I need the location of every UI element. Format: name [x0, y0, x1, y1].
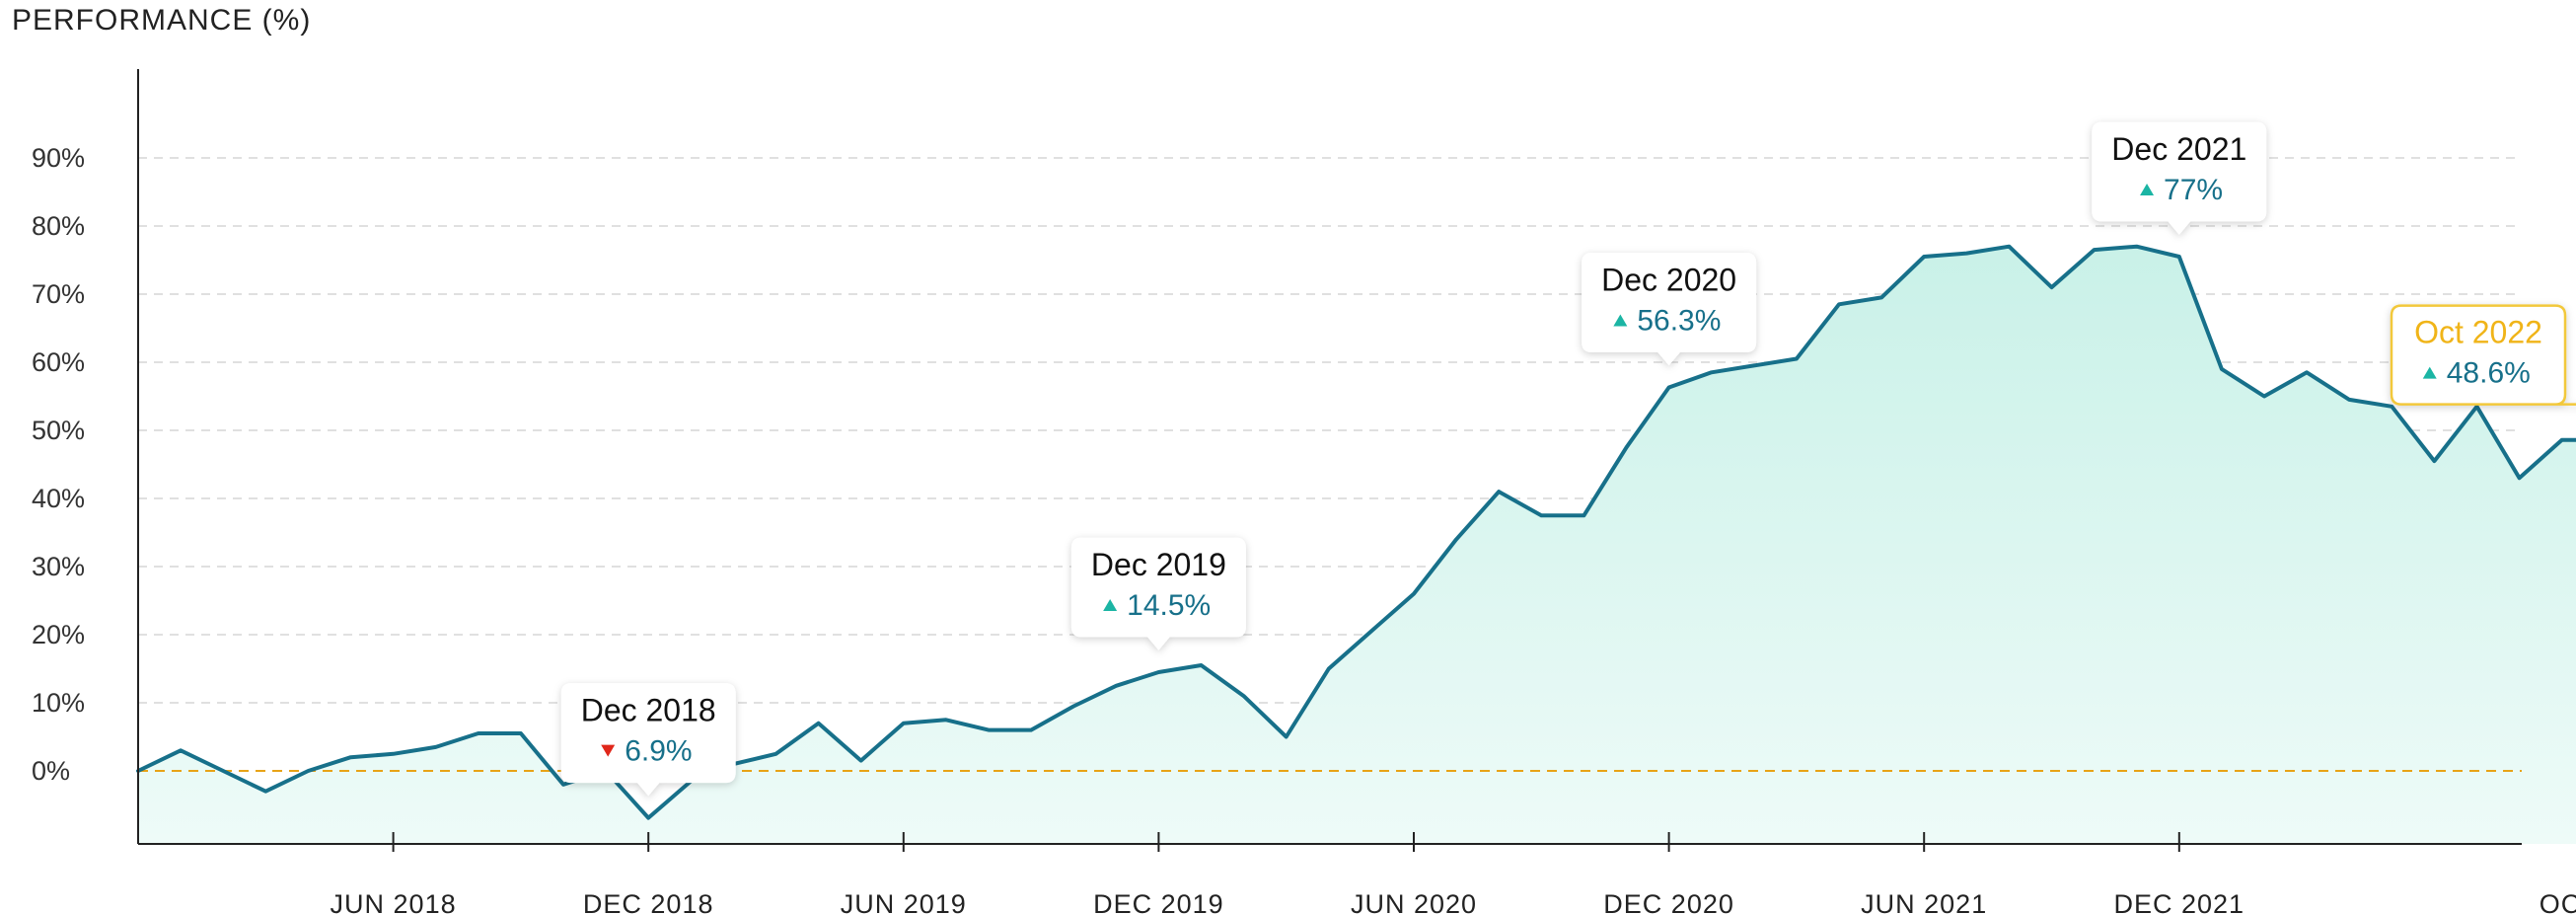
- callout-value: 6.9%: [625, 735, 692, 768]
- up-arrow-icon: [1103, 598, 1118, 611]
- y-tick-label: 0%: [32, 756, 70, 786]
- up-arrow-icon: [2140, 184, 2155, 196]
- callout-dec-2019: Dec 2019 14.5%: [1070, 537, 1246, 650]
- y-tick-label: 60%: [32, 347, 85, 377]
- callout-box: [560, 683, 736, 797]
- callout-oct-2022: Oct 2022 48.6%: [2390, 304, 2576, 406]
- y-tick-label: 70%: [32, 279, 85, 309]
- y-tick-label: 30%: [32, 552, 85, 581]
- gridlines: [138, 157, 2522, 704]
- x-tick-label: JUN 2018: [331, 889, 457, 914]
- callout-date: Dec 2020: [1601, 263, 1736, 298]
- x-tick-label: JUN 2021: [1861, 889, 1987, 914]
- down-arrow-icon: [601, 744, 616, 757]
- y-tick-label: 90%: [32, 143, 85, 173]
- x-tick-label: DEC 2021: [2114, 889, 2245, 914]
- callout-dec-2020: Dec 2020 56.3%: [1582, 253, 1757, 366]
- y-tick-label: 10%: [32, 688, 85, 718]
- callout-box: [2092, 121, 2267, 235]
- x-axis-ticks: JUN 2018 DEC 2018 JUN 2019 DEC 2019 JUN 2020…: [331, 832, 2576, 914]
- callout-date: Dec 2021: [2111, 131, 2246, 167]
- callout-value: 56.3%: [1637, 305, 1721, 338]
- y-tick-label: 50%: [32, 416, 85, 445]
- up-arrow-icon: [1613, 314, 1628, 327]
- y-axis-title: PERFORMANCE (%): [12, 4, 311, 37]
- area-fill: [138, 246, 2576, 844]
- callout-date: Dec 2019: [1091, 547, 1226, 582]
- callout-value: 14.5%: [1127, 589, 1211, 622]
- x-tick-label: DEC 2018: [583, 889, 714, 914]
- x-tick-label: DEC 2020: [1603, 889, 1734, 914]
- y-tick-label: 80%: [32, 211, 85, 241]
- callout-date: Oct 2022: [2414, 315, 2542, 350]
- callout-box: [1070, 537, 1246, 650]
- x-tick-label: JUN 2020: [1351, 889, 1477, 914]
- y-tick-label: 20%: [32, 620, 85, 649]
- performance-line: [136, 244, 2576, 820]
- up-arrow-icon: [2422, 366, 2437, 379]
- x-tick-label: OCT 2022: [2539, 889, 2576, 914]
- y-axis-ticks: 0% 10% 20% 30% 40% 50% 60% 70% 80% 90%: [32, 143, 85, 786]
- performance-area: [136, 244, 2576, 844]
- x-tick-label: JUN 2019: [841, 889, 967, 914]
- x-tick-label: DEC 2019: [1093, 889, 1224, 914]
- callout-dec-2021: Dec 2021 77%: [2092, 121, 2267, 235]
- callout-value: 77%: [2164, 174, 2223, 206]
- callout-box: [1582, 253, 1757, 366]
- callout-date: Dec 2018: [581, 693, 716, 728]
- y-tick-label: 40%: [32, 484, 85, 513]
- callout-dec-2018: Dec 2018 6.9%: [560, 683, 736, 797]
- callout-box: [2390, 304, 2576, 406]
- callout-value: 48.6%: [2447, 357, 2531, 390]
- axes: [137, 69, 2522, 845]
